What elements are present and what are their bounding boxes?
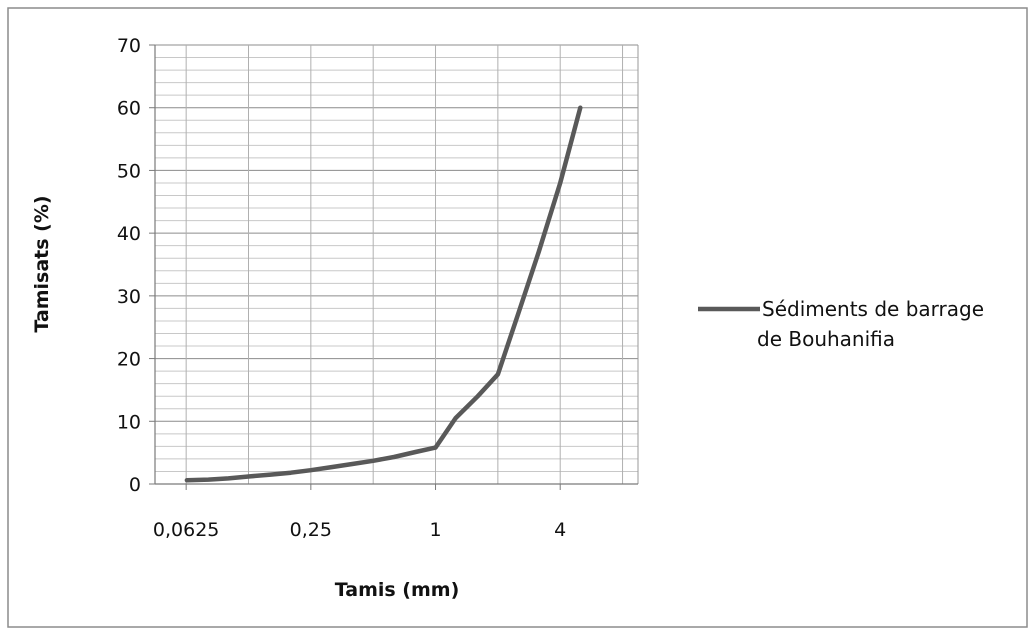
y-tick-label: 10 xyxy=(117,411,141,433)
x-tick-label: 4 xyxy=(554,519,566,541)
y-tick-label: 40 xyxy=(117,223,141,245)
series-layer xyxy=(184,105,583,483)
legend: Sédiments de barrage de Bouhanifia xyxy=(698,297,984,351)
y-tick-label: 50 xyxy=(117,160,141,182)
legend-label-line: Sédiments de barrage xyxy=(762,297,984,321)
y-tick-label: 60 xyxy=(117,98,141,120)
series-line xyxy=(184,105,583,483)
y-axis-title: Tamisats (%) xyxy=(31,195,53,332)
y-tick-label: 70 xyxy=(117,35,141,57)
y-tick-label: 0 xyxy=(129,474,141,496)
y-tick-label: 30 xyxy=(117,286,141,308)
legend-label-line: de Bouhanifia xyxy=(757,327,895,351)
x-axis-title: Tamis (mm) xyxy=(335,579,460,601)
x-tick-label: 0,25 xyxy=(290,519,332,541)
x-tick-label: 0,0625 xyxy=(153,519,219,541)
y-tick-label: 20 xyxy=(117,349,141,371)
axes: 0 10 20 30 40 50 60 70 0,0625 0,25 1 4 xyxy=(117,35,638,541)
legend-label: Sédiments de barrage de Bouhanifia xyxy=(757,297,984,351)
x-tick-label: 1 xyxy=(429,519,441,541)
